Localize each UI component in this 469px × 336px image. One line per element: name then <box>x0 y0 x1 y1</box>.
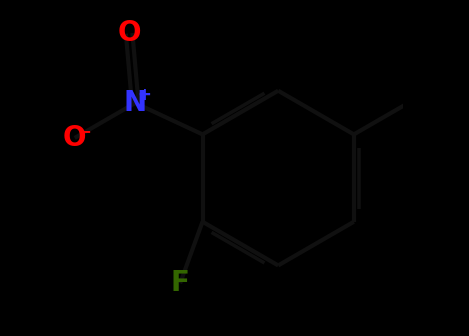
Text: −: − <box>77 122 91 140</box>
Text: F: F <box>171 269 189 297</box>
Text: +: + <box>138 86 151 103</box>
Text: O: O <box>117 19 141 47</box>
Text: O: O <box>63 124 86 152</box>
Text: N: N <box>124 89 147 117</box>
